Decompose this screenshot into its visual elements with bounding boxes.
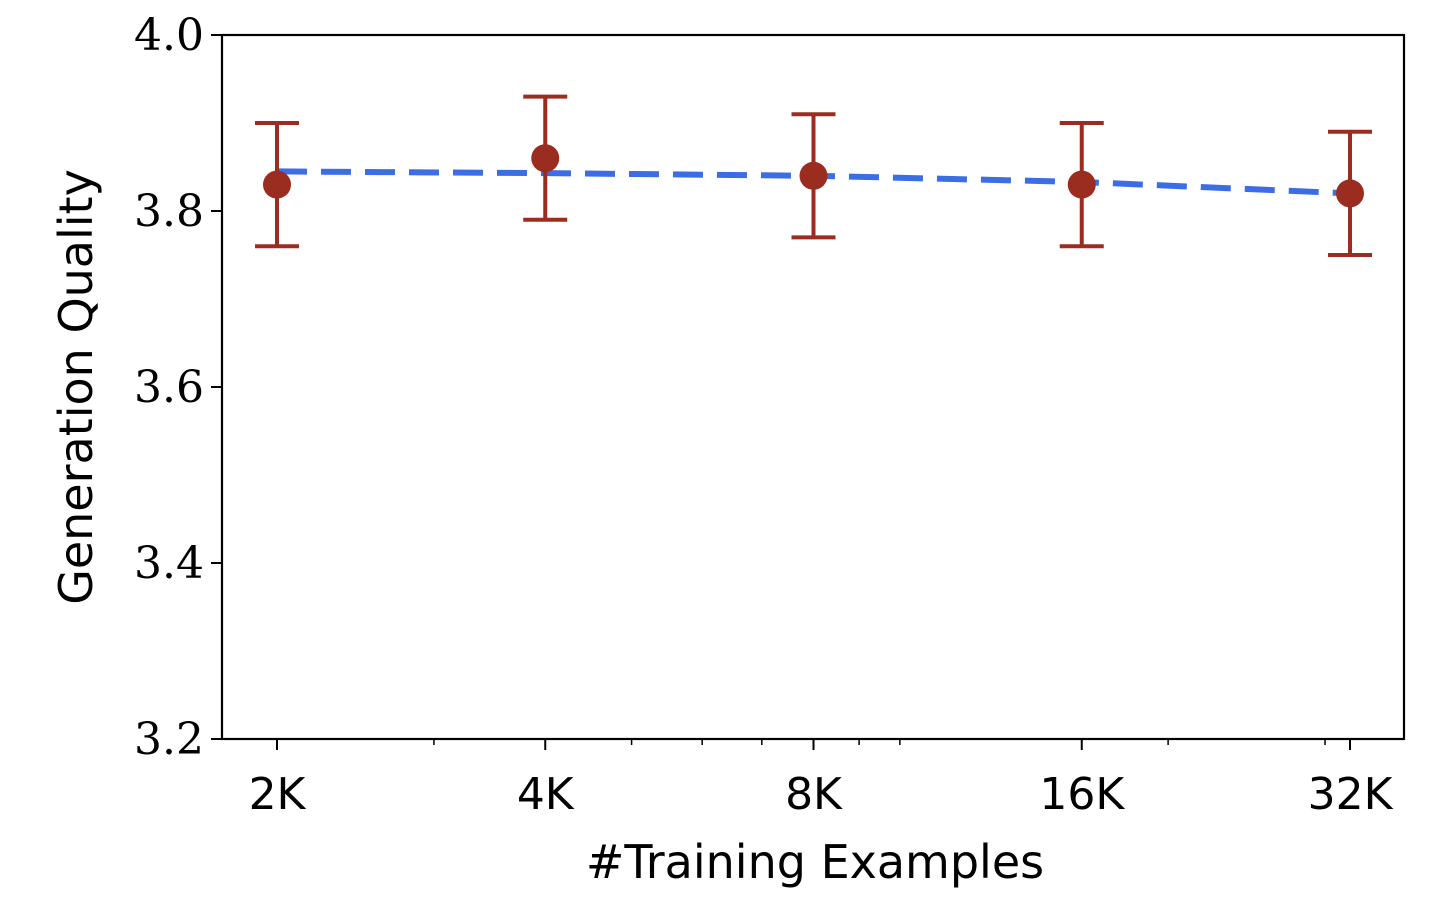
data-point — [799, 161, 828, 190]
x-tick-label: 4K — [517, 769, 575, 820]
x-tick-label: 16K — [1039, 769, 1125, 820]
y-tick-label: 4.0 — [134, 10, 204, 61]
data-point — [263, 170, 291, 199]
data-point — [531, 144, 560, 173]
y-tick-label: 3.8 — [134, 186, 204, 237]
y-tick-label: 3.2 — [134, 714, 204, 765]
y-tick-label: 3.6 — [134, 362, 204, 413]
y-axis-label: Generation Quality — [49, 169, 103, 605]
data-point — [1067, 170, 1096, 199]
x-tick-label: 32K — [1308, 769, 1394, 820]
y-tick-label: 3.4 — [134, 538, 204, 589]
x-axis: 2K 4K 8K 16K 32K — [249, 739, 1394, 820]
x-tick-label: 2K — [249, 769, 307, 820]
x-axis-label: #Training Examples — [586, 835, 1044, 889]
error-bar-layer — [255, 94, 1372, 257]
y-axis: 3.2 3.4 3.6 3.8 4.0 — [134, 10, 222, 765]
x-tick-label: 8K — [785, 769, 843, 820]
data-point — [1336, 179, 1364, 208]
